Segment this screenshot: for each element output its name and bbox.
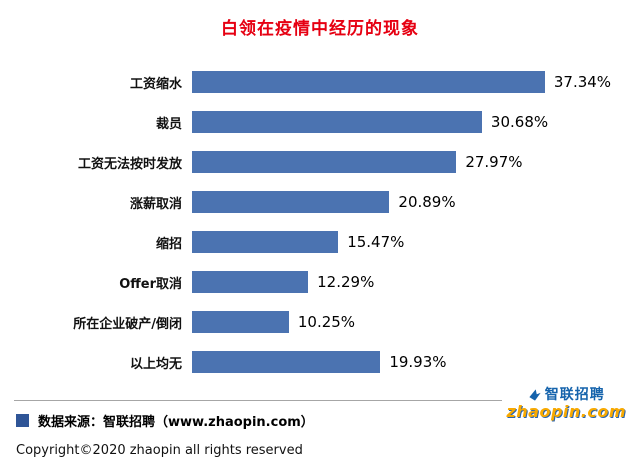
category-label: 裁员	[155, 116, 182, 132]
logo-cn-text: 智联招聘	[544, 387, 605, 403]
category-label: 所在企业破产/倒闭	[73, 316, 182, 332]
bar	[192, 71, 545, 93]
source-text: 数据来源：智联招聘（www.zhaopin.com）	[38, 415, 314, 430]
bar-row: 所在企业破产/倒闭 10.25%	[10, 302, 630, 342]
category-label: 缩招	[155, 236, 182, 252]
value-label: 27.97%	[465, 153, 523, 171]
zhaopin-logo-icon	[529, 389, 541, 401]
value-label: 15.47%	[347, 233, 405, 251]
category-label: Offer取消	[119, 276, 182, 292]
bar-chart: 工资缩水 37.34% 裁员 30.68% 工资无法按时发放 27.97% 涨薪取消 20.8…	[10, 62, 630, 382]
logo-top: 智联招聘	[506, 387, 626, 403]
category-label: 工资缩水	[129, 76, 182, 92]
bar-row: 工资缩水 37.34%	[10, 62, 630, 102]
bar-row: 以上均无 19.93%	[10, 342, 630, 382]
bar	[192, 231, 339, 253]
logo-en-text: zhaopin.com	[506, 402, 626, 422]
bar	[192, 311, 289, 333]
value-label: 37.34%	[553, 73, 612, 91]
bar-row: 涨薪取消 20.89%	[10, 182, 630, 222]
bar-row: 缩招 15.47%	[10, 222, 630, 262]
source-bullet-icon	[16, 414, 29, 427]
value-label: 30.68%	[490, 113, 549, 131]
category-label: 以上均无	[129, 356, 182, 372]
source-row: 数据来源：智联招聘（www.zhaopin.com）	[16, 411, 314, 430]
bar	[192, 111, 482, 133]
chart-title: 白领在疫情中经历的现象	[221, 19, 419, 39]
value-label: 10.25%	[297, 313, 356, 331]
bar	[192, 191, 390, 213]
bar-row: 工资无法按时发放 27.97%	[10, 142, 630, 182]
bar-row: 裁员 30.68%	[10, 102, 630, 142]
bar	[192, 151, 457, 173]
footer-divider	[14, 400, 626, 401]
bar	[192, 351, 381, 373]
bar-row: Offer取消 12.29%	[10, 262, 630, 302]
zhaopin-logo: 智联招聘 zhaopin.com	[502, 385, 630, 424]
category-label: 涨薪取消	[129, 196, 182, 212]
value-label: 19.93%	[389, 353, 447, 371]
copyright-text: Copyright©2020 zhaopin all rights reserv…	[16, 443, 303, 458]
category-label: 工资无法按时发放	[77, 156, 182, 172]
value-label: 12.29%	[317, 273, 375, 291]
bar	[192, 271, 309, 293]
value-label: 20.89%	[398, 193, 456, 211]
